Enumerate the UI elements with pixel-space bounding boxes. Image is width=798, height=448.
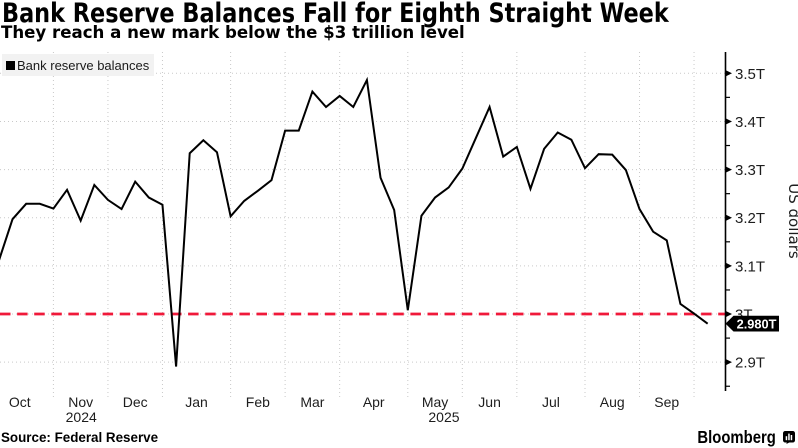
y-major-tick <box>725 358 732 366</box>
legend: Bank reserve balances <box>2 54 155 76</box>
x-tick-label: Jan <box>185 394 208 410</box>
y-tick-label: 3.4T <box>735 114 765 131</box>
y-major-tick <box>725 214 732 221</box>
y-major-tick <box>725 310 732 318</box>
brand-wordmark: Bloomberg <box>697 427 776 447</box>
y-tick-label: 3.5T <box>735 66 765 83</box>
x-tick-label: Mar <box>300 394 324 410</box>
legend-label: Bank reserve balances <box>17 57 150 73</box>
y-major-tick <box>725 166 732 173</box>
x-tick-label: Aug <box>600 394 625 410</box>
x-year-label: 2025 <box>428 409 459 425</box>
last-value-flag-label: 2.980T <box>737 316 777 331</box>
source-note: Source: Federal Reserve <box>1 430 159 445</box>
brand-logo: Bloomberg <box>683 427 795 448</box>
x-tick-label: Dec <box>123 394 148 410</box>
x-tick-label: Feb <box>246 394 270 410</box>
x-tick-label: Jun <box>478 394 501 410</box>
chart-subtitle: They reach a new mark below the $3 trill… <box>1 22 465 42</box>
x-tick-label: Apr <box>363 394 385 410</box>
y-major-tick <box>725 70 732 77</box>
x-tick-label: Jul <box>542 394 560 410</box>
x-tick-label: Sep <box>654 394 679 410</box>
legend-swatch-square-icon <box>6 60 15 70</box>
chart-title: Bank Reserve Balances Fall for Eighth St… <box>2 0 669 29</box>
y-tick-label: 3.3T <box>735 162 765 179</box>
last-value-flag <box>725 315 779 332</box>
x-year-label: 2024 <box>66 409 97 425</box>
y-tick-label: 3.2T <box>735 210 765 227</box>
y-axis-title: US dollars <box>785 183 798 259</box>
x-tick-label: May <box>422 394 448 410</box>
y-major-tick <box>725 262 732 270</box>
x-tick-label: Nov <box>68 394 93 410</box>
y-major-tick <box>725 118 732 125</box>
bloomberg-terminal-icon <box>783 431 795 444</box>
x-tick-label: Oct <box>9 394 31 410</box>
data-line <box>0 76 709 367</box>
y-tick-label: 3.1T <box>735 258 765 275</box>
y-tick-label: 2.9T <box>735 355 765 372</box>
